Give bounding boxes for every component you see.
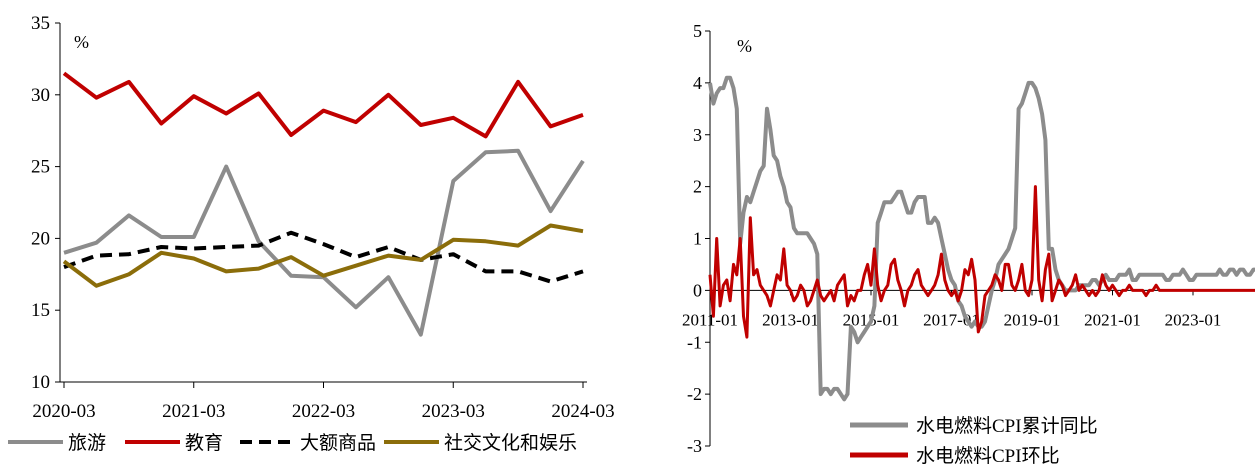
y-tick-label: 20 — [31, 228, 50, 249]
x-tick-label: 2021-01 — [1084, 310, 1141, 329]
series-line-3 — [62, 223, 584, 288]
x-tick-label: 2023-03 — [422, 401, 485, 422]
y-tick-label: 15 — [31, 300, 50, 321]
legend-label: 水电燃料CPI环比 — [916, 445, 1060, 464]
legend-label: 水电燃料CPI累计同比 — [916, 415, 1098, 437]
left-line-chart: 10 15 20 25 30 35% 2020-03 2021-03 2022-03 2023-0… — [8, 13, 615, 454]
series-line-2 — [63, 230, 584, 284]
y-tick-label: 1 — [693, 229, 702, 249]
left-chart-panel: 10 15 20 25 30 35% 2020-03 2021-03 2022-03 2023-0… — [8, 13, 615, 454]
series-line-1 — [62, 71, 584, 139]
right-chart-panel: -3 -2 -1 0 1 2 3 4 5% 2011-01 2013-01 2015-01 2017-0… — [640, 0, 1255, 467]
legend-label: 教育 — [185, 432, 223, 454]
unit-label: % — [737, 36, 752, 56]
y-tick-label: -2 — [687, 384, 702, 404]
legend-label: 大额商品 — [300, 432, 376, 454]
y-tick-label: -3 — [687, 436, 702, 456]
series-line-0 — [708, 75, 1255, 402]
x-tick-label: 2011-01 — [682, 310, 738, 329]
y-tick-label: 25 — [31, 157, 50, 178]
y-tick-label: -1 — [687, 332, 702, 352]
x-tick-label: 2021-03 — [162, 401, 225, 422]
y-tick-label: 3 — [693, 125, 702, 145]
unit-label: % — [74, 32, 89, 52]
x-tick-label: 2020-03 — [32, 401, 95, 422]
x-tick-label: 2019-01 — [1004, 310, 1061, 329]
legend-label: 旅游 — [68, 432, 106, 454]
y-tick-label: 5 — [693, 21, 702, 41]
y-tick-label: 0 — [693, 280, 702, 300]
y-tick-label: 10 — [31, 372, 50, 393]
series-line-1 — [708, 185, 1255, 339]
x-tick-label: 2013-01 — [762, 310, 819, 329]
legend-label: 社交文化和娱乐 — [444, 432, 577, 454]
x-tick-label: 2022-03 — [292, 401, 355, 422]
y-tick-label: 4 — [693, 73, 702, 93]
y-tick-label: 35 — [31, 13, 50, 34]
x-tick-label: 2024-03 — [551, 401, 614, 422]
y-tick-label: 2 — [693, 177, 702, 197]
y-tick-label: 30 — [31, 85, 50, 106]
x-tick-label: 2023-01 — [1165, 310, 1222, 329]
